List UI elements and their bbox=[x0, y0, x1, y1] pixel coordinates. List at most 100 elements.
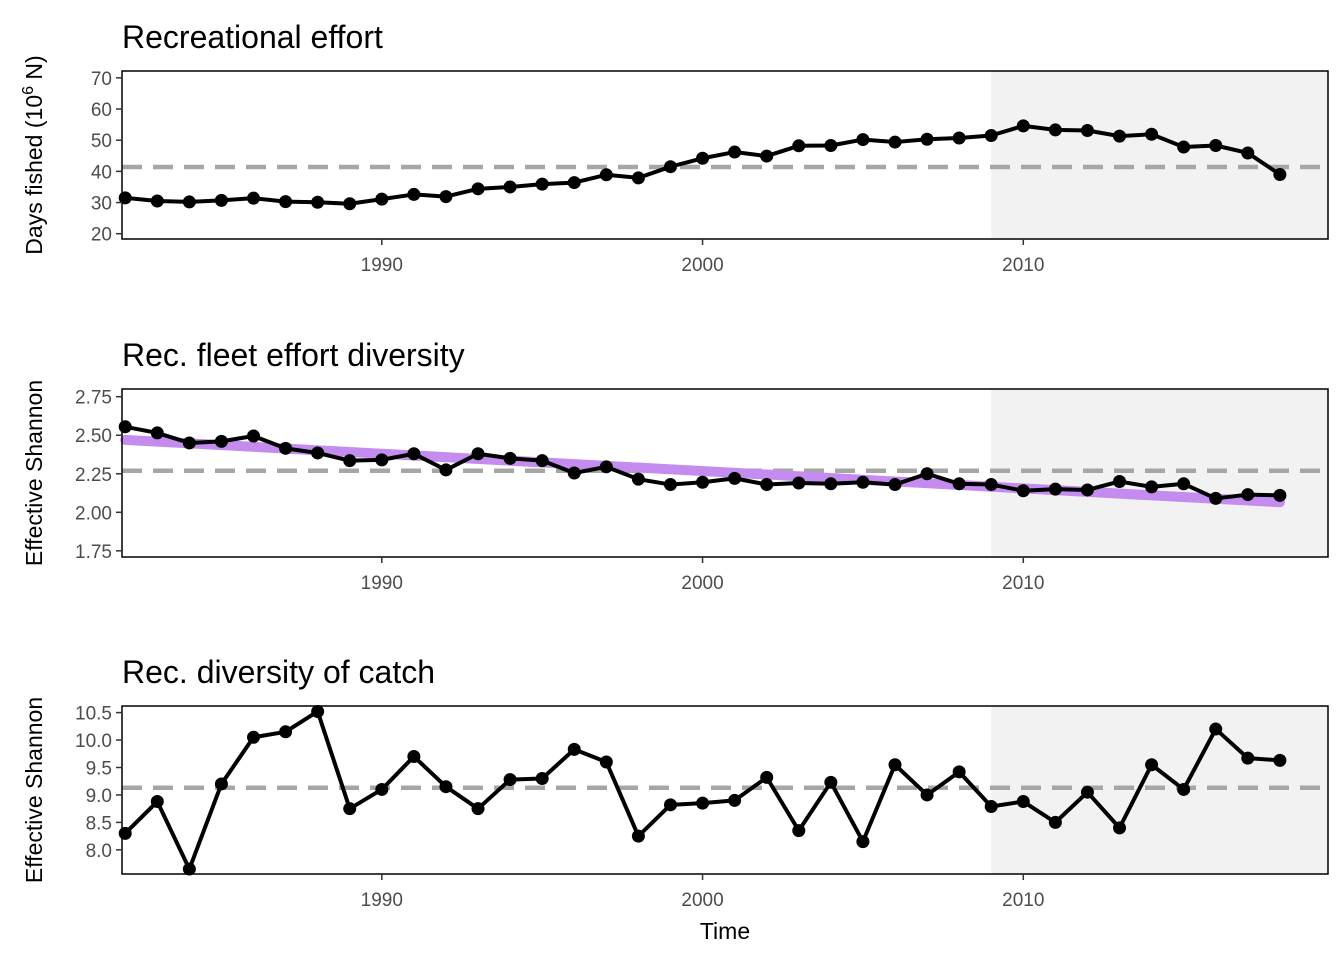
data-point bbox=[984, 129, 998, 143]
y-axis-label: Days fished (106 N) bbox=[20, 55, 47, 254]
data-point bbox=[279, 725, 293, 739]
data-point bbox=[631, 472, 645, 486]
y-axis-label-main: Days fished (10 bbox=[21, 95, 47, 255]
y-tick-label: 9.5 bbox=[86, 758, 112, 779]
data-point bbox=[631, 171, 645, 185]
x-tick-label: 2010 bbox=[1002, 573, 1044, 594]
data-point bbox=[760, 478, 774, 492]
data-point bbox=[182, 862, 196, 876]
data-point bbox=[856, 475, 870, 489]
data-point bbox=[182, 195, 196, 209]
data-point bbox=[1177, 782, 1191, 796]
y-tick-label: 2.00 bbox=[75, 503, 112, 524]
recent-period-shade bbox=[991, 389, 1328, 557]
data-point bbox=[118, 826, 132, 840]
y-tick-label: 30 bbox=[91, 194, 112, 215]
y-tick-label: 40 bbox=[91, 162, 112, 183]
panel-title: Recreational effort bbox=[122, 19, 383, 55]
data-point bbox=[311, 704, 325, 718]
data-point bbox=[375, 782, 389, 796]
data-point bbox=[247, 191, 261, 205]
data-point bbox=[1241, 488, 1255, 502]
y-tick-label: 8.5 bbox=[86, 813, 112, 834]
data-point bbox=[1145, 480, 1159, 494]
data-point bbox=[824, 775, 838, 789]
y-tick-label: 2.50 bbox=[75, 426, 112, 447]
data-point bbox=[407, 187, 421, 201]
data-point bbox=[760, 770, 774, 784]
data-point bbox=[503, 180, 517, 194]
data-point bbox=[760, 149, 774, 163]
data-point bbox=[728, 471, 742, 485]
chart-panel-3: Rec. diversity of catch 8.0 8.5 9.0 9.5 10.0 1… bbox=[21, 654, 1329, 944]
data-point bbox=[696, 796, 710, 810]
y-tick-label: 1.75 bbox=[75, 542, 112, 563]
data-point bbox=[1080, 483, 1094, 497]
data-point bbox=[407, 750, 421, 764]
data-point bbox=[471, 182, 485, 196]
data-point bbox=[920, 788, 934, 802]
y-axis-label: Effective Shannon bbox=[21, 380, 47, 566]
data-point bbox=[471, 802, 485, 816]
data-point bbox=[247, 730, 261, 744]
data-point bbox=[663, 798, 677, 812]
y-axis-label-tail: N) bbox=[21, 55, 47, 86]
data-point bbox=[150, 795, 164, 809]
data-point bbox=[920, 132, 934, 146]
data-point bbox=[375, 192, 389, 206]
data-point bbox=[792, 139, 806, 153]
data-point bbox=[1080, 124, 1094, 138]
data-point bbox=[792, 824, 806, 838]
data-point bbox=[279, 441, 293, 455]
data-point bbox=[503, 773, 517, 787]
data-point bbox=[599, 755, 613, 769]
data-point bbox=[663, 160, 677, 174]
chart-panel-2: Rec. fleet effort diversity 1.75 2.00 2.25 2… bbox=[21, 337, 1329, 594]
x-tick-label: 2010 bbox=[1002, 255, 1044, 276]
data-point bbox=[150, 426, 164, 440]
y-tick-label: 8.0 bbox=[86, 841, 112, 862]
y-tick-label: 9.0 bbox=[86, 786, 112, 807]
data-point bbox=[696, 151, 710, 165]
data-point bbox=[1273, 753, 1287, 767]
data-point bbox=[471, 447, 485, 461]
y-tick-label: 2.25 bbox=[75, 465, 112, 486]
x-tick-label: 1990 bbox=[361, 255, 403, 276]
data-point bbox=[952, 131, 966, 145]
data-point bbox=[888, 478, 902, 492]
data-point bbox=[567, 742, 581, 756]
data-point bbox=[1016, 795, 1030, 809]
data-point bbox=[311, 195, 325, 209]
data-point bbox=[1113, 474, 1127, 488]
data-point bbox=[439, 780, 453, 794]
y-tick-label: 20 bbox=[91, 225, 112, 246]
y-axis-label: Effective Shannon bbox=[21, 697, 47, 883]
y-tick-label: 70 bbox=[91, 69, 112, 90]
data-point bbox=[535, 454, 549, 468]
data-point bbox=[599, 168, 613, 182]
x-axis-label: Time bbox=[700, 918, 750, 944]
data-point bbox=[567, 466, 581, 480]
x-tick-label: 1990 bbox=[361, 573, 403, 594]
data-point bbox=[1016, 119, 1030, 133]
x-tick-label: 2000 bbox=[681, 573, 723, 594]
x-tick-label: 2000 bbox=[681, 255, 723, 276]
x-tick-label: 2000 bbox=[681, 890, 723, 911]
data-point bbox=[856, 133, 870, 147]
data-point bbox=[1048, 123, 1062, 137]
data-point bbox=[567, 176, 581, 190]
data-point bbox=[1048, 815, 1062, 829]
data-point bbox=[343, 802, 357, 816]
chart-panel-1: Recreational effort 20 30 40 50 60 70 1990 2000 2… bbox=[20, 19, 1329, 276]
data-point bbox=[952, 477, 966, 491]
data-point bbox=[343, 197, 357, 211]
data-point bbox=[214, 193, 228, 207]
y-tick-label: 2.75 bbox=[75, 388, 112, 409]
data-point bbox=[1177, 477, 1191, 491]
data-point bbox=[696, 475, 710, 489]
data-point bbox=[1209, 491, 1223, 505]
data-point bbox=[856, 835, 870, 849]
data-point bbox=[1113, 129, 1127, 143]
data-point bbox=[1016, 484, 1030, 498]
